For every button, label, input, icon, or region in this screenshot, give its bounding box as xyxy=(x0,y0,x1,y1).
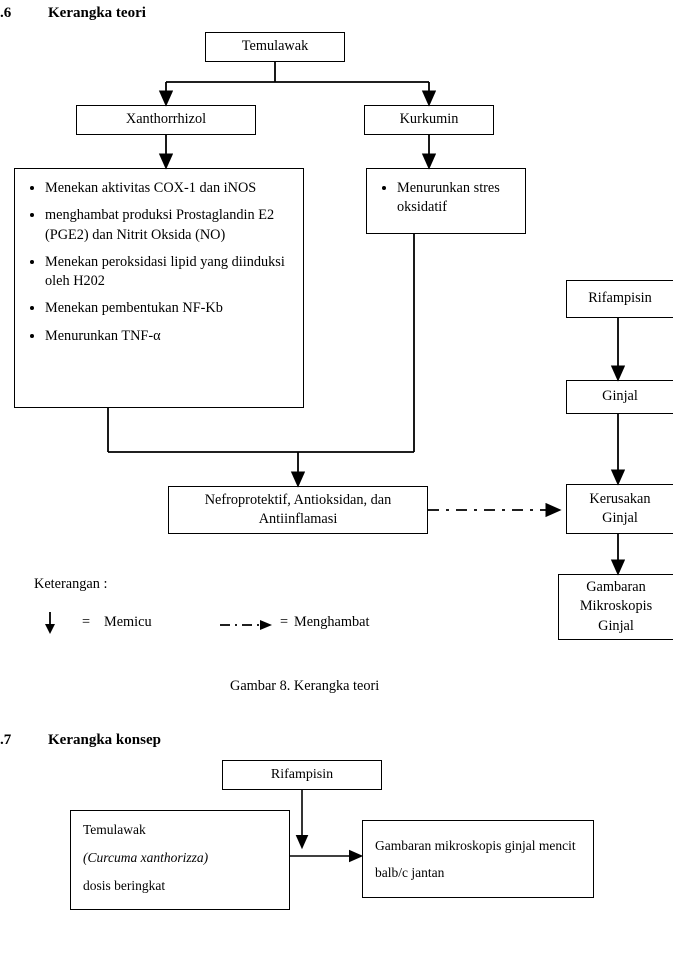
node-xanthorrhizol-label: Xanthorrhizol xyxy=(126,110,206,129)
node-temulawak-label: Temulawak xyxy=(242,37,309,56)
node-kurkumin: Kurkumin xyxy=(364,105,494,135)
konsep-rifampisin: Rifampisin xyxy=(222,760,382,790)
legend-menghambat-eq: = xyxy=(280,614,288,631)
legend-memicu-label: Memicu xyxy=(104,614,152,631)
legend-memicu-arrow-icon xyxy=(40,610,60,636)
legend-menghambat-label: Menghambat xyxy=(294,614,369,631)
xan-bullet-4: Menurunkan TNF-α xyxy=(45,327,291,346)
node-temulawak: Temulawak xyxy=(205,32,345,62)
node-kerusakan-label: Kerusakan Ginjal xyxy=(573,490,667,529)
figure8-caption: Gambar 8. Kerangka teori xyxy=(230,678,379,695)
section6-title: Kerangka teori xyxy=(48,5,146,22)
node-xan-bullets: Menekan aktivitas COX-1 dan iNOS mengham… xyxy=(14,168,304,408)
section7-title: Kerangka konsep xyxy=(48,732,161,749)
section6-number: .6 xyxy=(0,5,11,22)
xan-bullet-0: Menekan aktivitas COX-1 dan iNOS xyxy=(45,179,291,198)
section7-number: .7 xyxy=(0,732,11,749)
legend-keterangan: Keterangan : xyxy=(34,576,107,593)
kurk-bullet-list: Menurunkan stres oksidatif xyxy=(379,179,513,218)
node-rifampisin-label: Rifampisin xyxy=(588,289,652,308)
legend-menghambat-arrow-icon xyxy=(218,618,274,632)
node-rifampisin: Rifampisin xyxy=(566,280,673,318)
node-kurkumin-label: Kurkumin xyxy=(400,110,459,129)
node-nefro: Nefroprotektif, Antioksidan, dan Antiinf… xyxy=(168,486,428,534)
xan-bullet-1: menghambat produksi Prostaglandin E2 (PG… xyxy=(45,206,291,245)
page-root: .6 Kerangka teori Temulawak Xanthorrhizo… xyxy=(0,0,673,972)
xan-bullet-3: Menekan pembentukan NF-Kb xyxy=(45,299,291,318)
node-kurk-bullet: Menurunkan stres oksidatif xyxy=(366,168,526,234)
xan-bullet-list: Menekan aktivitas COX-1 dan iNOS mengham… xyxy=(27,179,291,346)
konsep-temul-line2: dosis beringkat xyxy=(83,877,165,895)
konsep-temul-line0: Temulawak xyxy=(83,821,146,839)
node-gambaran-label: Gambaran Mikroskopis Ginjal xyxy=(565,578,667,636)
kurk-bullet-0: Menurunkan stres oksidatif xyxy=(397,179,513,218)
node-kerusakan: Kerusakan Ginjal xyxy=(566,484,673,534)
node-gambaran: Gambaran Mikroskopis Ginjal xyxy=(558,574,673,640)
konsep-result: Gambaran mikroskopis ginjal mencit balb/… xyxy=(362,820,594,898)
konsep-result-label: Gambaran mikroskopis ginjal mencit balb/… xyxy=(375,832,581,886)
konsep-rifampisin-label: Rifampisin xyxy=(271,766,333,785)
node-ginjal: Ginjal xyxy=(566,380,673,414)
node-nefro-label: Nefroprotektif, Antioksidan, dan Antiinf… xyxy=(175,491,421,530)
node-xanthorrhizol: Xanthorrhizol xyxy=(76,105,256,135)
node-ginjal-label: Ginjal xyxy=(602,387,638,406)
xan-bullet-2: Menekan peroksidasi lipid yang diinduksi… xyxy=(45,253,291,292)
konsep-temul-line1: (Curcuma xanthorizza) xyxy=(83,849,208,867)
konsep-temulawak: Temulawak (Curcuma xanthorizza) dosis be… xyxy=(70,810,290,910)
legend-memicu-eq: = xyxy=(82,614,90,631)
